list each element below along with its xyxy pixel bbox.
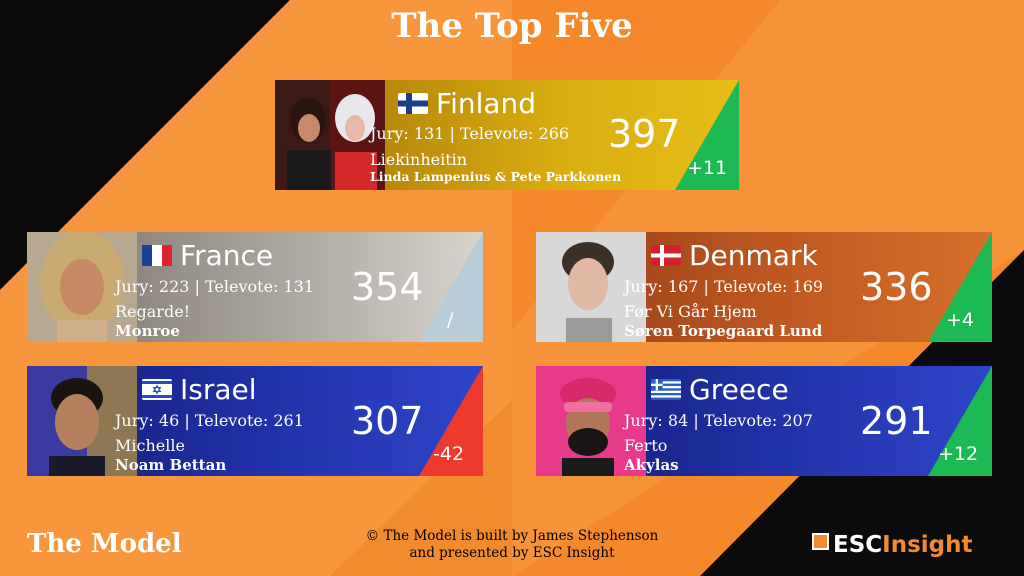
footer-model-label: The Model: [27, 529, 182, 559]
change-corner: [419, 232, 483, 342]
jury-score: Jury: 46: [115, 411, 180, 430]
vote-breakdown: Jury: 46 | Televote: 261: [115, 411, 304, 430]
artist-name: Linda Lampenius & Pete Parkkonen: [370, 169, 622, 184]
artist-photo: [275, 80, 385, 190]
entry-panel: [646, 366, 992, 476]
jury-score: Jury: 223: [115, 277, 190, 296]
entry-card-finland: Finland Jury: 131 | Televote: 266 Liekin…: [275, 80, 739, 190]
rank-change: /: [447, 309, 454, 331]
flag-finland-icon: [398, 93, 428, 114]
country-name: France: [180, 239, 274, 272]
entry-card-israel: Israel Jury: 46 | Televote: 261 Michelle…: [27, 366, 483, 476]
televote-score: Televote: 266: [459, 124, 570, 143]
flag-denmark-icon: [651, 245, 681, 266]
artist-name: Monroe: [115, 322, 180, 340]
song-title: Liekinheitin: [370, 150, 468, 169]
total-score: 336: [860, 265, 933, 309]
esc-insight-logo: ESCInsight: [812, 532, 973, 558]
vote-breakdown: Jury: 167 | Televote: 169: [624, 277, 824, 296]
entry-panel: [646, 232, 992, 342]
credit-line-1: © The Model is built by James Stephenson: [365, 528, 659, 544]
vote-breakdown: Jury: 131 | Televote: 266: [370, 124, 570, 143]
televote-score: Televote: 169: [713, 277, 824, 296]
flag-israel-icon: [142, 379, 172, 400]
vote-breakdown: Jury: 84 | Televote: 207: [624, 411, 813, 430]
rank-change: +4: [946, 309, 975, 331]
jury-score: Jury: 84: [624, 411, 689, 430]
change-corner: [419, 366, 483, 476]
change-corner: [928, 366, 992, 476]
flag-france-icon: [142, 245, 172, 266]
logo-prefix: ESC: [833, 532, 883, 558]
entry-card-france: France Jury: 223 | Televote: 131 Regarde…: [27, 232, 483, 342]
artist-photo: [536, 366, 646, 476]
artist-name: Akylas: [624, 456, 679, 474]
artist-photo: [27, 232, 137, 342]
country-name: Finland: [436, 87, 537, 120]
total-score: 291: [860, 399, 933, 443]
artist-name: Søren Torpegaard Lund: [624, 322, 823, 340]
flag-greece-icon: [651, 379, 681, 400]
country-name: Greece: [689, 373, 789, 406]
credit-text: © The Model is built by James Stephenson…: [300, 528, 724, 562]
total-score: 307: [351, 399, 424, 443]
entry-card-denmark: Denmark Jury: 167 | Televote: 169 Før Vi…: [536, 232, 992, 342]
entry-panel: [385, 80, 739, 190]
total-score: 397: [608, 112, 681, 156]
entry-panel: [137, 232, 483, 342]
logo-square-icon: [812, 533, 829, 550]
page-title: The Top Five: [391, 6, 633, 46]
vote-breakdown: Jury: 223 | Televote: 131: [115, 277, 315, 296]
song-title: Michelle: [115, 436, 185, 455]
credit-line-2: and presented by ESC Insight: [409, 545, 615, 561]
rank-change: -42: [433, 443, 465, 465]
logo-suffix: Insight: [882, 532, 973, 558]
artist-name: Noam Bettan: [115, 456, 227, 474]
change-corner: [928, 232, 992, 342]
change-corner: [675, 80, 739, 190]
country-name: Israel: [180, 373, 257, 406]
televote-score: Televote: 261: [194, 411, 304, 430]
total-score: 354: [351, 265, 424, 309]
entry-card-greece: Greece Jury: 84 | Televote: 207 Ferto Ak…: [536, 366, 992, 476]
song-title: Ferto: [624, 436, 668, 455]
entry-panel: [137, 366, 483, 476]
televote-score: Televote: 207: [703, 411, 813, 430]
country-name: Denmark: [689, 239, 818, 272]
jury-score: Jury: 131: [370, 124, 445, 143]
artist-photo: [536, 232, 646, 342]
song-title: Regarde!: [115, 302, 191, 321]
rank-change: +12: [938, 443, 979, 465]
televote-score: Televote: 131: [204, 277, 315, 296]
rank-change: +11: [687, 157, 728, 179]
jury-score: Jury: 167: [624, 277, 699, 296]
song-title: Før Vi Går Hjem: [624, 302, 757, 321]
artist-photo: [27, 366, 137, 476]
